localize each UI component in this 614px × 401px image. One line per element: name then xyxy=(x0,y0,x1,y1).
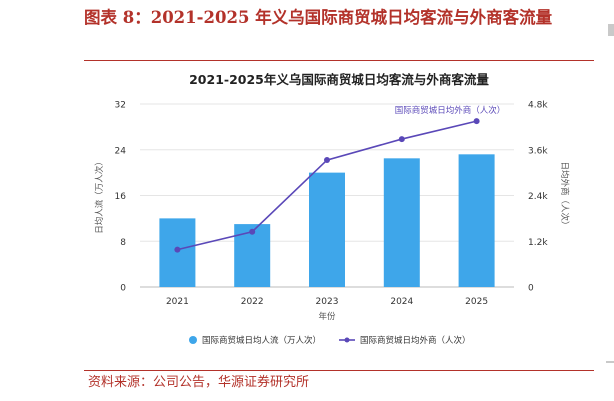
line-point xyxy=(398,136,405,143)
y2-tick-label: 4.8k xyxy=(528,101,548,111)
title-rule xyxy=(84,60,594,61)
line-annotation: 国际商贸城日均外商（人次） xyxy=(395,105,506,116)
x-tick-label: 2022 xyxy=(241,297,264,307)
y2-tick-label: 2.4k xyxy=(528,192,548,202)
y-tick-label: 24 xyxy=(115,146,127,156)
source-rule xyxy=(84,370,594,371)
bar xyxy=(159,218,196,287)
y-tick-label: 8 xyxy=(120,238,126,248)
x-tick-label: 2025 xyxy=(465,297,488,307)
x-tick-label: 2024 xyxy=(390,297,413,307)
legend-marker-line-point xyxy=(344,337,350,343)
bar xyxy=(309,172,345,287)
page-edge xyxy=(604,0,614,401)
chart-container: 2021-2025年义乌国际商贸城日均客流与外商客流量 0 0 8 1.2k 16 2.4k… xyxy=(84,62,594,369)
adjacent-page-mark xyxy=(606,361,614,363)
legend-label-line: 国际商贸城日均外商（人次） xyxy=(360,335,471,346)
chart-svg: 2021-2025年义乌国际商贸城日均客流与外商客流量 0 0 8 1.2k 16 2.4k… xyxy=(94,72,570,346)
legend-marker-bar xyxy=(189,336,197,344)
y-tick-label: 16 xyxy=(115,192,127,202)
bar xyxy=(458,154,495,287)
x-tick-label: 2023 xyxy=(316,297,339,307)
chart-title: 2021-2025年义乌国际商贸城日均客流与外商客流量 xyxy=(189,72,489,87)
line-point xyxy=(324,157,330,164)
legend-label-bar: 国际商贸城日均人流（万人次） xyxy=(202,335,321,346)
y2-tick-label: 1.2k xyxy=(528,238,548,248)
y2-tick-label: 0 xyxy=(528,284,534,294)
y-tick-label: 32 xyxy=(115,101,126,111)
bar xyxy=(383,158,420,287)
line-point xyxy=(249,228,256,235)
y2-axis-title: 日均外商（人次） xyxy=(559,161,570,229)
y2-tick-label: 3.6k xyxy=(528,146,548,156)
y-tick-label: 0 xyxy=(120,284,126,294)
figure-title: 图表 8：2021-2025 年义乌国际商贸城日均客流与外商客流量 xyxy=(84,8,553,27)
line-point xyxy=(174,246,181,253)
x-axis-title: 年份 xyxy=(318,311,336,322)
source-note: 资料来源：公司公告，华源证券研究所 xyxy=(88,375,310,390)
line-point xyxy=(473,118,480,125)
x-tick-label: 2021 xyxy=(166,297,189,307)
adjacent-page-mark xyxy=(608,24,614,36)
y-axis-title: 日均人流（万人次） xyxy=(94,157,105,234)
